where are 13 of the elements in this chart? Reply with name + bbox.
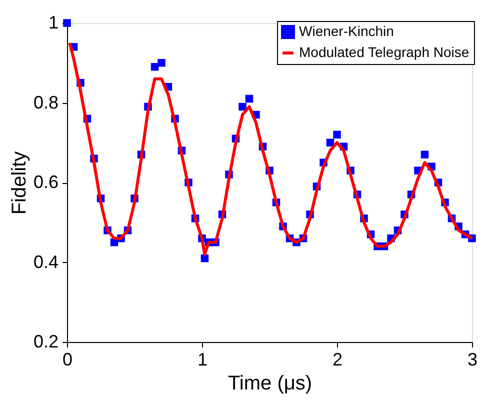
y-tick-label: 0.2 [33,332,58,352]
legend-label: Modulated Telegraph Noise [299,44,470,60]
x-tick-label: 1 [197,350,208,370]
y-tick-label: 0.4 [33,252,58,272]
legend-label: Wiener-Kinchin [299,23,394,39]
y-axis-title: Fidelity [8,151,30,215]
y-tick-label: 0.6 [33,172,58,192]
y-tick-label: 0.8 [33,92,58,112]
x-tick-label: 2 [332,350,343,370]
x-tick-label: 0 [62,350,73,370]
x-tick-label: 3 [467,350,478,370]
y-tick-label: 1 [48,12,58,32]
x-axis-title: Time (μs) [228,372,312,394]
